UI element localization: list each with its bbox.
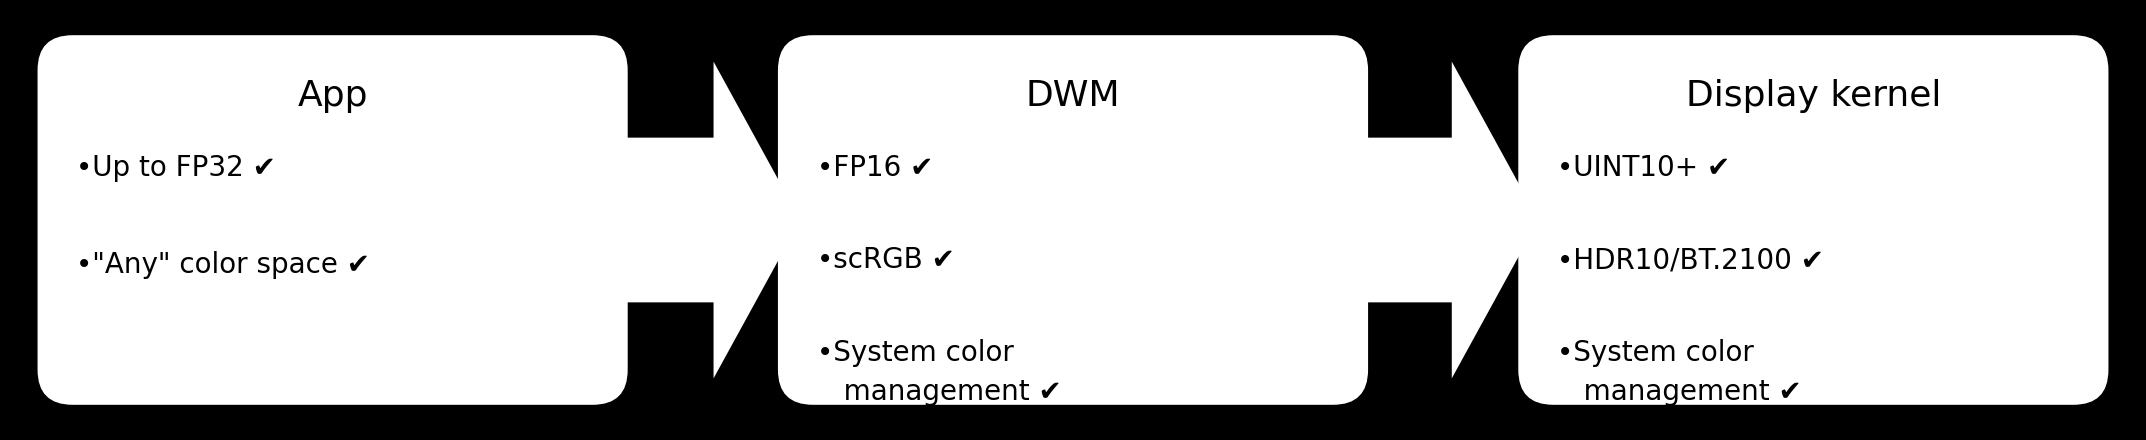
Polygon shape	[607, 62, 800, 378]
Text: •HDR10/BT.2100 ✔: •HDR10/BT.2100 ✔	[1556, 246, 1824, 275]
Text: •scRGB ✔: •scRGB ✔	[815, 246, 955, 275]
Text: •System color
   management ✔: •System color management ✔	[815, 339, 1062, 406]
Text: •Up to FP32 ✔: •Up to FP32 ✔	[77, 154, 277, 182]
Text: •"Any" color space ✔: •"Any" color space ✔	[77, 251, 369, 279]
FancyBboxPatch shape	[779, 35, 1369, 405]
Text: •FP16 ✔: •FP16 ✔	[815, 154, 934, 182]
Text: App: App	[298, 79, 367, 113]
Text: Display kernel: Display kernel	[1685, 79, 1942, 113]
Polygon shape	[1346, 62, 1539, 378]
Text: •UINT10+ ✔: •UINT10+ ✔	[1556, 154, 1730, 182]
FancyBboxPatch shape	[39, 35, 627, 405]
FancyBboxPatch shape	[1519, 35, 2110, 405]
Text: DWM: DWM	[1026, 79, 1120, 113]
Text: •System color
   management ✔: •System color management ✔	[1556, 339, 1803, 406]
